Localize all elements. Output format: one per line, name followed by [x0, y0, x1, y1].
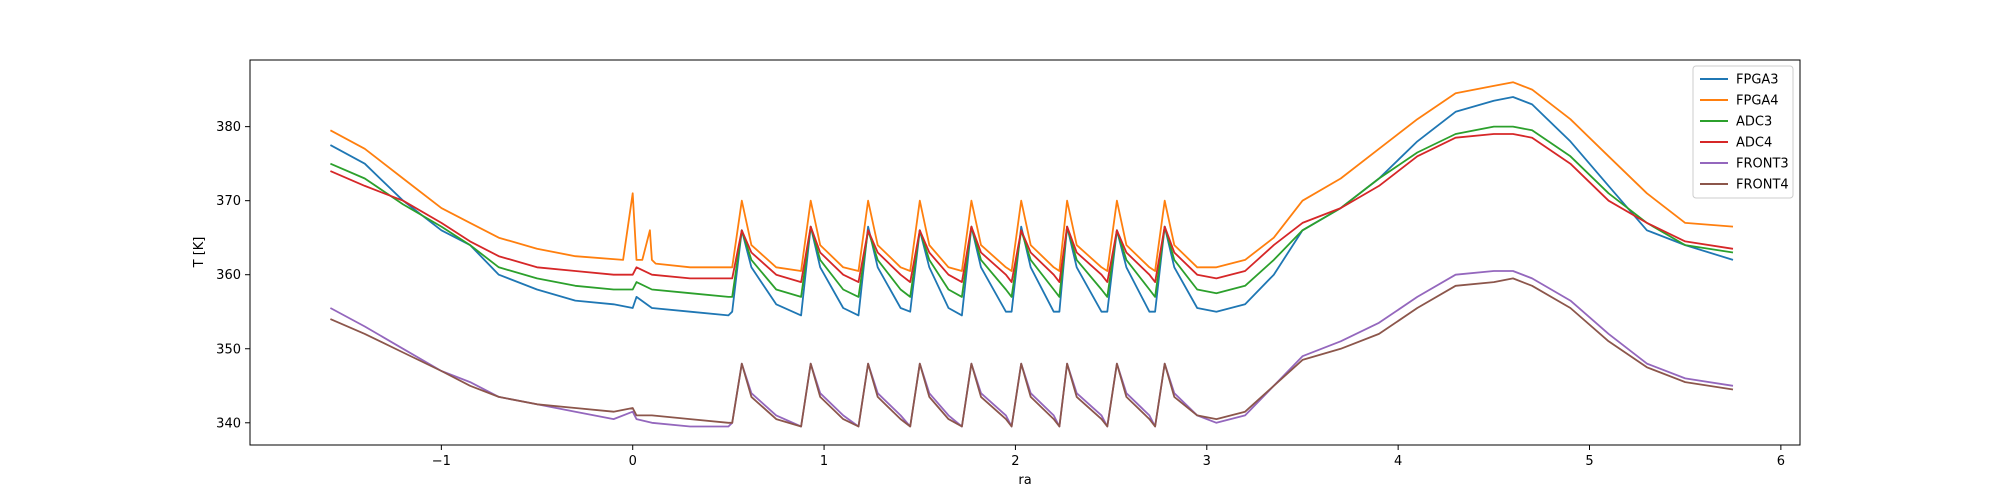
plot-frame [249, 59, 1801, 446]
x-axis-ticks: −1 0 1 2 3 4 5 6 [432, 445, 1785, 469]
series-line-front4 [330, 277, 1734, 428]
x-tick-label: 4 [1394, 454, 1402, 469]
x-tick-label: −1 [432, 454, 451, 469]
legend-label-fpga4: FPGA4 [1736, 94, 1779, 109]
x-axis-label: ra [1018, 473, 1031, 488]
y-axis-label: T [K] [192, 237, 207, 269]
y-tick-label: 380 [216, 120, 241, 135]
legend-label-adc4: ADC4 [1736, 136, 1772, 151]
x-tick-label: 1 [820, 454, 828, 469]
y-tick-label: 340 [216, 416, 241, 431]
legend-label-front3: FRONT3 [1736, 157, 1789, 172]
x-tick-label: 2 [1011, 454, 1019, 469]
legend: FPGA3 FPGA4 ADC3 ADC4 FRONT3 FRONT4 [1692, 65, 1794, 199]
series-line-adc4 [330, 133, 1734, 284]
x-tick-label: 5 [1585, 454, 1593, 469]
legend-label-adc3: ADC3 [1736, 115, 1772, 130]
series-line-adc3 [330, 125, 1734, 298]
y-tick-label: 350 [216, 342, 241, 357]
series-line-fpga4 [329, 81, 1734, 272]
y-tick-label: 360 [216, 268, 241, 283]
series-line-front3 [329, 270, 1734, 428]
legend-label-fpga3: FPGA3 [1736, 73, 1779, 88]
x-tick-label: 3 [1203, 454, 1211, 469]
legend-label-front4: FRONT4 [1736, 178, 1789, 193]
x-tick-label: 6 [1777, 454, 1785, 469]
series-lines [329, 81, 1734, 428]
x-tick-label: 0 [629, 454, 637, 469]
y-tick-label: 370 [216, 194, 241, 209]
y-axis-ticks: 340 350 360 370 380 [216, 120, 250, 431]
